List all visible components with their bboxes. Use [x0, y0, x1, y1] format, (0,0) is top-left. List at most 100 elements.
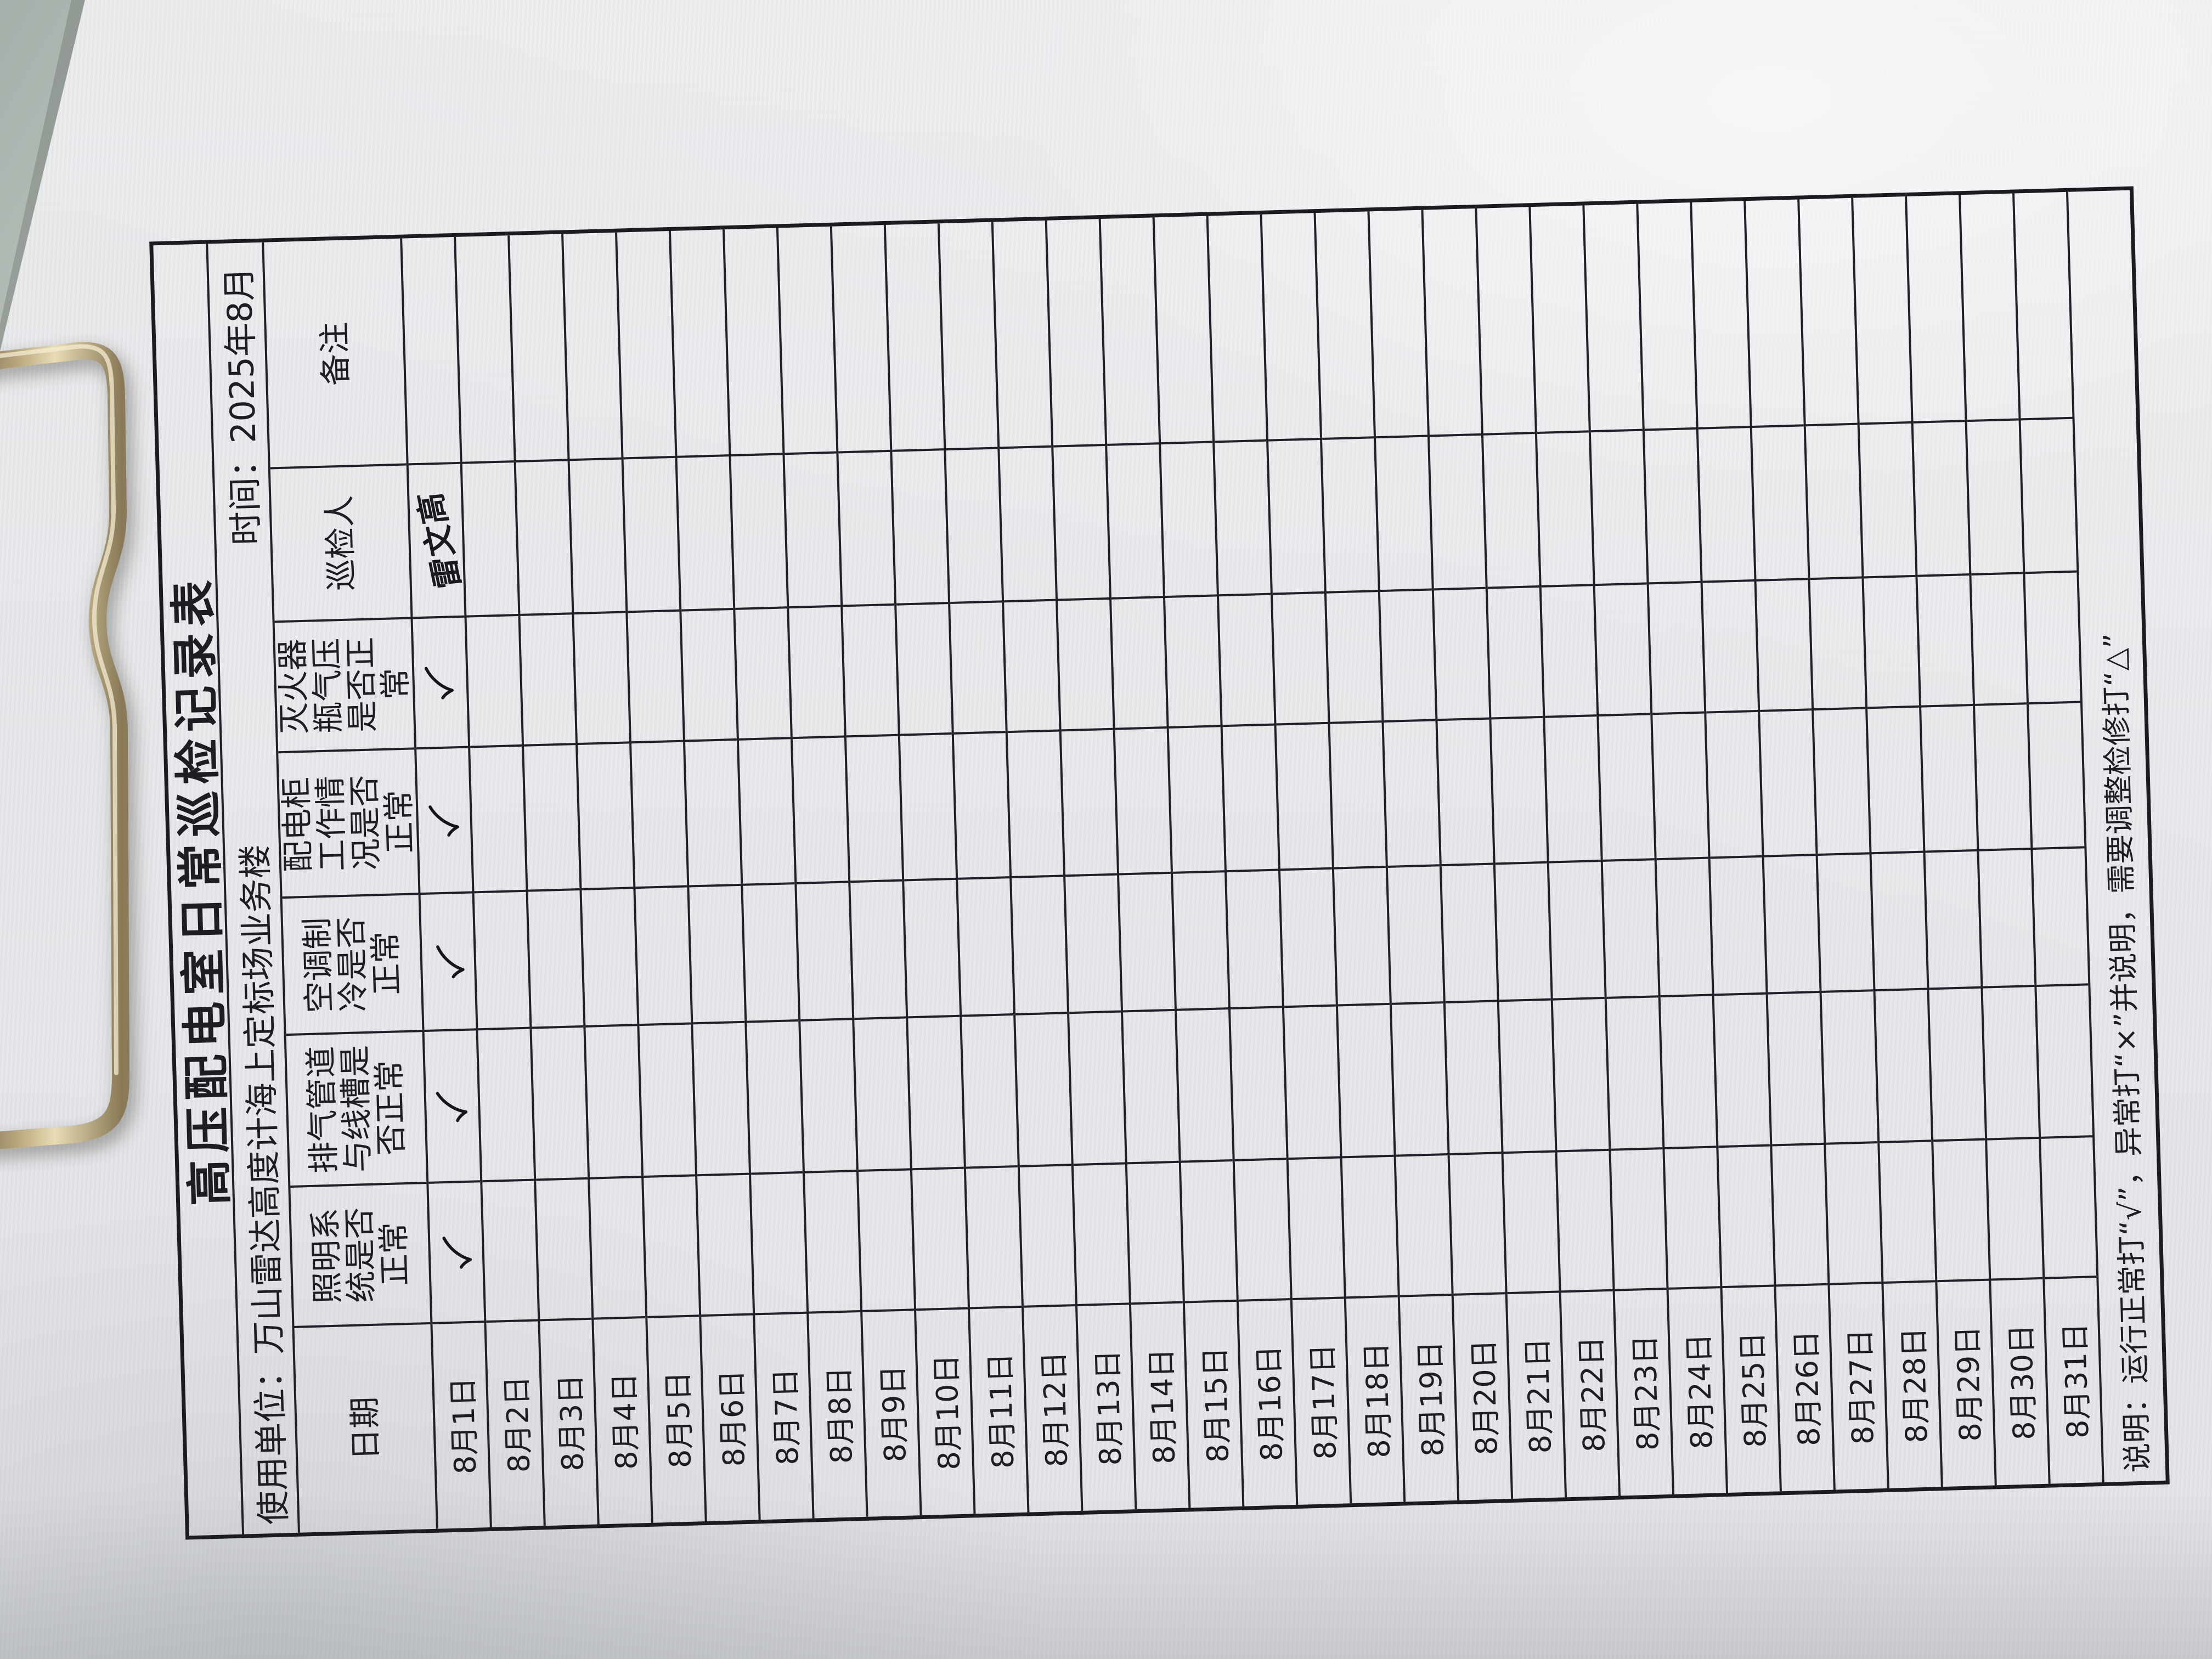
check-cell	[1380, 588, 1436, 720]
check-cell	[1280, 867, 1336, 1006]
inspector-cell	[785, 451, 841, 607]
check-cell	[1710, 855, 1766, 994]
date-label: 8月31日	[2057, 1322, 2095, 1440]
check-cell	[1660, 994, 1717, 1147]
date-label: 8月19日	[1412, 1340, 1451, 1457]
check-cell	[896, 602, 952, 734]
date-label: 8月13日	[1090, 1349, 1128, 1466]
check-cell	[966, 1165, 1022, 1307]
check-cell	[904, 877, 960, 1017]
inspector-cell	[731, 453, 787, 608]
date-cell: 8月14日	[1131, 1301, 1189, 1510]
check-cell	[1181, 1159, 1237, 1301]
check-cell	[577, 741, 634, 888]
date-label: 8月1日	[445, 1376, 483, 1475]
check-cell	[792, 735, 849, 882]
remark-cell	[1692, 203, 1750, 427]
check-cell	[1702, 579, 1758, 712]
check-cell	[1169, 725, 1224, 872]
inspector-cell	[2021, 416, 2077, 572]
date-cell: 8月12日	[1023, 1304, 1081, 1513]
check-cell	[962, 1013, 1018, 1167]
check-cell	[1326, 590, 1382, 722]
check-cell	[1491, 715, 1547, 863]
check-cell	[1495, 861, 1551, 1000]
date-label: 8月11日	[982, 1352, 1020, 1469]
inspector-cell	[677, 454, 733, 610]
date-cell: 8月5日	[647, 1314, 705, 1523]
check-cell	[574, 611, 629, 743]
check-cell	[1549, 860, 1605, 998]
check-cell	[1814, 707, 1870, 854]
check-cell	[1764, 854, 1820, 992]
check-cell	[846, 733, 902, 881]
check-cell	[1768, 991, 1824, 1144]
check-cell	[789, 605, 844, 737]
check-cell	[639, 1022, 696, 1176]
check-cell	[1656, 856, 1712, 996]
date-label: 8月30日	[2004, 1324, 2041, 1441]
check-cell	[1925, 849, 1981, 988]
check-cell	[1384, 719, 1440, 866]
check-cell	[482, 1178, 538, 1321]
check-cell	[2036, 983, 2093, 1137]
header-label: 灭火器瓶气压是否正常	[273, 636, 415, 735]
header-cell-7: 备注	[264, 241, 406, 467]
remark-cell	[1584, 206, 1642, 430]
check-cell	[1818, 852, 1874, 991]
check-cell	[466, 613, 522, 746]
check-cell	[1871, 850, 1927, 990]
date-label: 8月14日	[1143, 1347, 1182, 1465]
check-cell	[1718, 1144, 1774, 1286]
remark-cell	[1853, 199, 1911, 422]
remark-cell	[563, 235, 621, 459]
tick-mark-icon	[424, 667, 454, 699]
inspector-cell	[623, 455, 680, 611]
check-cell	[912, 1166, 968, 1309]
check-cell	[1545, 714, 1601, 861]
date-cell: 8月28日	[1883, 1280, 1941, 1488]
date-label: 8月12日	[1036, 1351, 1074, 1468]
inspector-cell	[1913, 420, 1970, 575]
check-cell	[428, 1180, 484, 1322]
check-cell	[797, 881, 853, 1019]
check-cell	[635, 885, 691, 1024]
date-label: 8月7日	[768, 1368, 805, 1466]
remark-cell	[2015, 194, 2072, 418]
check-cell	[1012, 874, 1068, 1013]
date-cell: 8月30日	[1991, 1277, 2049, 1486]
date-cell: 8月2日	[486, 1319, 544, 1527]
remark-cell	[1961, 196, 2018, 420]
unit-label: 使用单位：	[249, 1354, 294, 1526]
inspector-cell	[516, 459, 572, 614]
check-cell	[1019, 1164, 1075, 1306]
remark-cell	[1262, 215, 1320, 439]
remark-cell	[456, 238, 514, 461]
remark-cell	[1424, 211, 1481, 435]
check-cell	[1756, 578, 1812, 710]
inspector-cell	[569, 457, 626, 613]
check-cell	[2033, 846, 2089, 985]
inspector-cell	[1215, 439, 1271, 595]
check-cell	[1772, 1142, 1828, 1285]
check-cell	[858, 1168, 915, 1310]
date-label: 8月6日	[714, 1369, 752, 1468]
date-label: 8月17日	[1305, 1343, 1343, 1460]
check-cell	[1073, 1162, 1129, 1304]
remark-cell	[1799, 200, 1857, 424]
remark-cell	[778, 229, 836, 453]
check-cell	[1487, 585, 1543, 718]
inspector-cell	[838, 449, 895, 605]
remark-cell	[940, 224, 997, 448]
check-cell	[1499, 998, 1555, 1152]
date-label: 8月18日	[1358, 1341, 1397, 1459]
inspector-cell: 雷文高	[408, 461, 468, 617]
check-cell	[1826, 1141, 1882, 1283]
header-cell-4: 配电柜工作情况是否正常	[278, 747, 419, 897]
inspector-cell	[1483, 432, 1539, 587]
check-cell	[1330, 720, 1386, 867]
check-cell	[1387, 864, 1443, 1003]
header-label: 照明系统是否正常	[306, 1206, 414, 1305]
check-cell	[1714, 992, 1770, 1146]
check-cell	[2025, 570, 2080, 703]
